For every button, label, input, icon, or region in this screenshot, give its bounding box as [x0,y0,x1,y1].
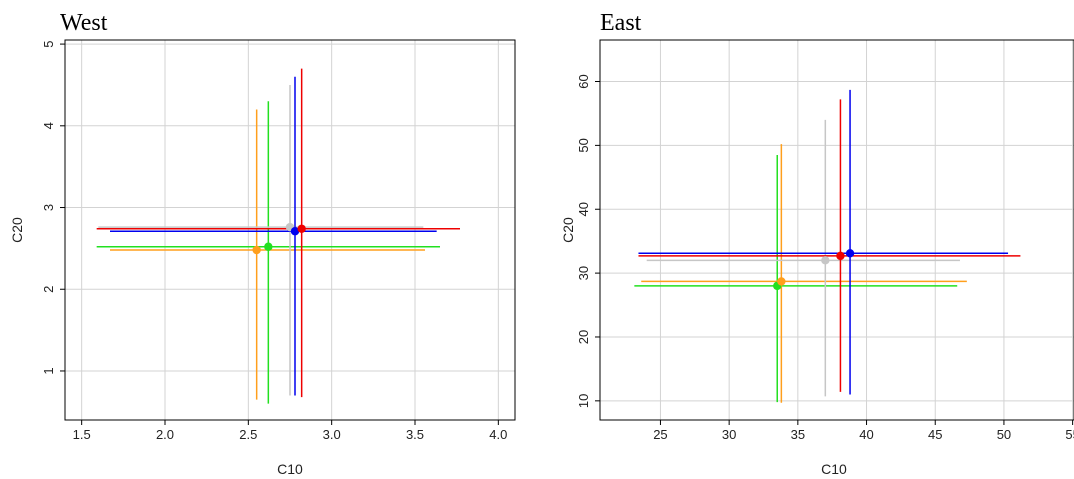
data-point [777,277,786,286]
chart-panel-1: 25 30 35 40 45 50 55 10 20 30 40 50 60 C10 C20 East [560,10,1074,477]
y-tick-label: 40 [576,202,591,216]
x-tick-label: 35 [791,427,805,442]
y-tick-label: 3 [41,204,56,211]
y-axis-label: C20 [9,217,25,243]
x-tick-label: 3.0 [323,427,341,442]
x-tick-label: 45 [928,427,942,442]
data-point [297,224,306,233]
x-tick-label: 2.5 [239,427,257,442]
y-tick-label: 4 [41,122,56,129]
x-tick-label: 4.0 [489,427,507,442]
data-point [252,245,261,255]
plot-frame [599,39,1074,421]
x-tick-label: 25 [653,427,667,442]
y-tick-label: 2 [41,286,56,293]
x-axis-label: C10 [277,461,303,477]
x-axis-label: C10 [821,461,847,477]
y-axis-label: C20 [560,217,576,243]
x-tick-label: 55 [1065,427,1074,442]
x-tick-label: 1.5 [73,427,91,442]
y-tick-label: 60 [576,74,591,88]
data-point [264,242,273,251]
plot-frame [64,39,516,421]
x-tick-label: 50 [997,427,1011,442]
chart-title: West [60,10,108,36]
chart-panel-0: 1.5 2.0 2.5 3.0 3.5 4.0 1 2 3 4 5 C10 C20 West [9,10,516,477]
y-tick-label: 10 [576,394,591,408]
data-point [845,249,855,258]
y-tick-label: 50 [576,138,591,152]
x-tick-label: 40 [859,427,873,442]
x-tick-label: 2.0 [156,427,174,442]
x-tick-label: 3.5 [406,427,424,442]
data-point [836,251,845,261]
y-tick-label: 30 [576,266,591,280]
y-tick-label: 1 [41,367,56,374]
data-point [821,256,830,265]
y-tick-label: 20 [576,330,591,344]
y-tick-label: 5 [41,40,56,47]
chart-title: East [600,10,642,36]
x-tick-label: 30 [722,427,736,442]
data-point [290,227,300,236]
